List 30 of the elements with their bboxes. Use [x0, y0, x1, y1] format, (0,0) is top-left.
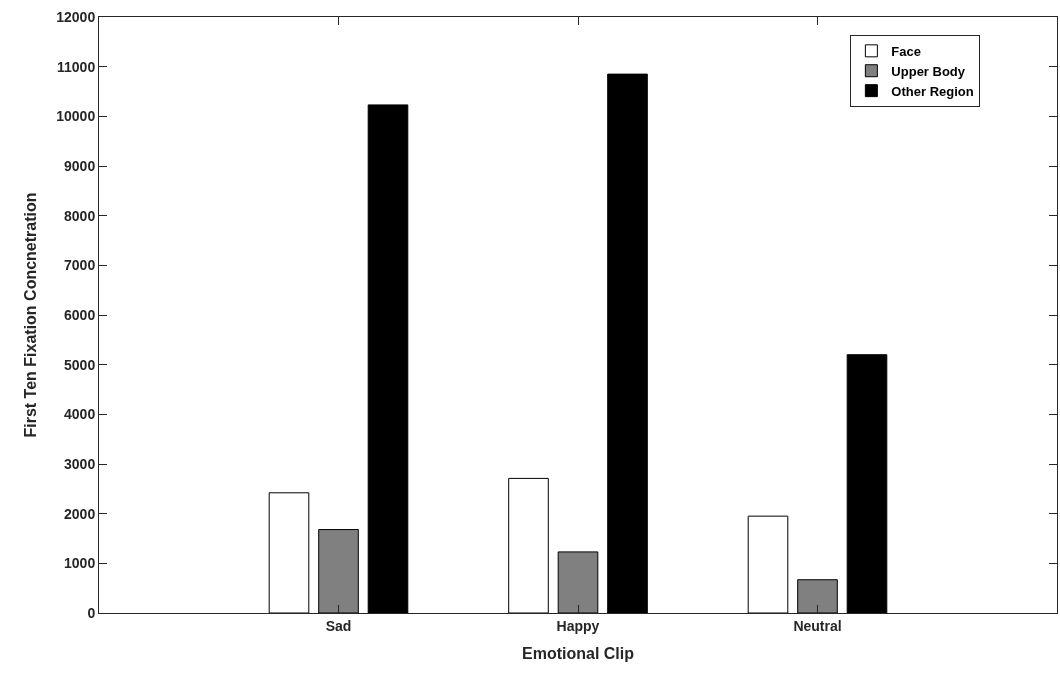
x-tick-label: Sad — [325, 617, 352, 634]
bar — [268, 492, 310, 613]
y-tick-label: 4000 — [64, 406, 96, 423]
y-tick-label: 3000 — [64, 455, 96, 472]
y-tick-label: 1000 — [64, 555, 96, 572]
bar — [846, 354, 888, 613]
y-tick-label: 6000 — [64, 306, 96, 323]
x-tick-label: Happy — [556, 617, 600, 634]
bar — [747, 515, 789, 613]
bar — [557, 551, 599, 613]
y-tick-label: 7000 — [64, 257, 96, 274]
bar — [367, 104, 409, 613]
bar — [607, 73, 648, 613]
bar — [318, 529, 359, 613]
bar — [508, 477, 549, 613]
y-tick-label: 5000 — [64, 356, 96, 373]
x-axis-title: Emotional Clip — [522, 645, 635, 663]
y-tick-label: 2000 — [64, 505, 96, 522]
y-tick-label: 9000 — [64, 157, 96, 174]
y-tick-label: 8000 — [64, 207, 96, 224]
y-tick-label: 11000 — [57, 58, 96, 75]
y-axis-title: First Ten Fixation Concnetration — [22, 192, 40, 438]
legend-label: Upper Body — [891, 63, 966, 79]
legend-label: Face — [891, 43, 921, 59]
y-tick-label: 10000 — [56, 108, 96, 125]
y-tick-label: 12000 — [56, 8, 96, 25]
x-tick-label: Neutral — [793, 617, 842, 634]
legend-label: Other Region — [891, 83, 974, 99]
y-tick-label: 0 — [87, 604, 96, 621]
bar — [797, 579, 838, 613]
